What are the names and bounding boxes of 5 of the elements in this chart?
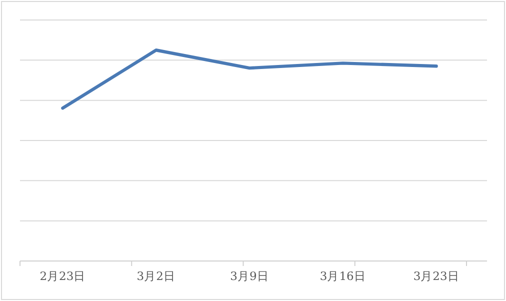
x-tick-label: 2月23日 bbox=[40, 269, 86, 283]
x-tick-label: 3月16日 bbox=[320, 269, 366, 283]
x-tick-label: 3月23日 bbox=[413, 269, 460, 283]
x-tick-label: 3月2日 bbox=[136, 269, 176, 283]
x-tick-label: 3月9日 bbox=[230, 269, 269, 283]
